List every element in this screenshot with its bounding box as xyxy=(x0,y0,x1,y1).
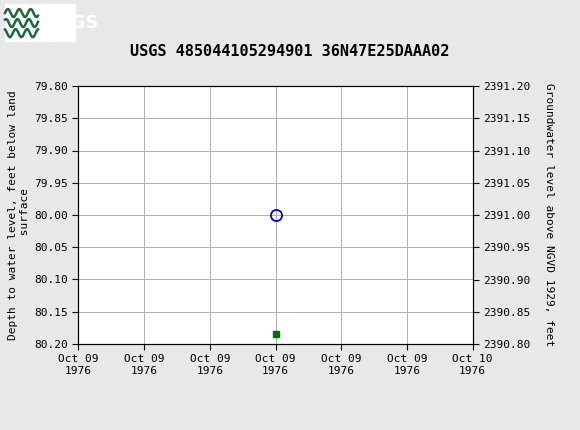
Text: USGS 485044105294901 36N47E25DAAA02: USGS 485044105294901 36N47E25DAAA02 xyxy=(130,44,450,59)
FancyBboxPatch shape xyxy=(5,4,75,41)
Text: USGS: USGS xyxy=(43,14,99,32)
Y-axis label: Groundwater level above NGVD 1929, feet: Groundwater level above NGVD 1929, feet xyxy=(544,83,554,347)
Y-axis label: Depth to water level, feet below land
 surface: Depth to water level, feet below land su… xyxy=(8,90,30,340)
